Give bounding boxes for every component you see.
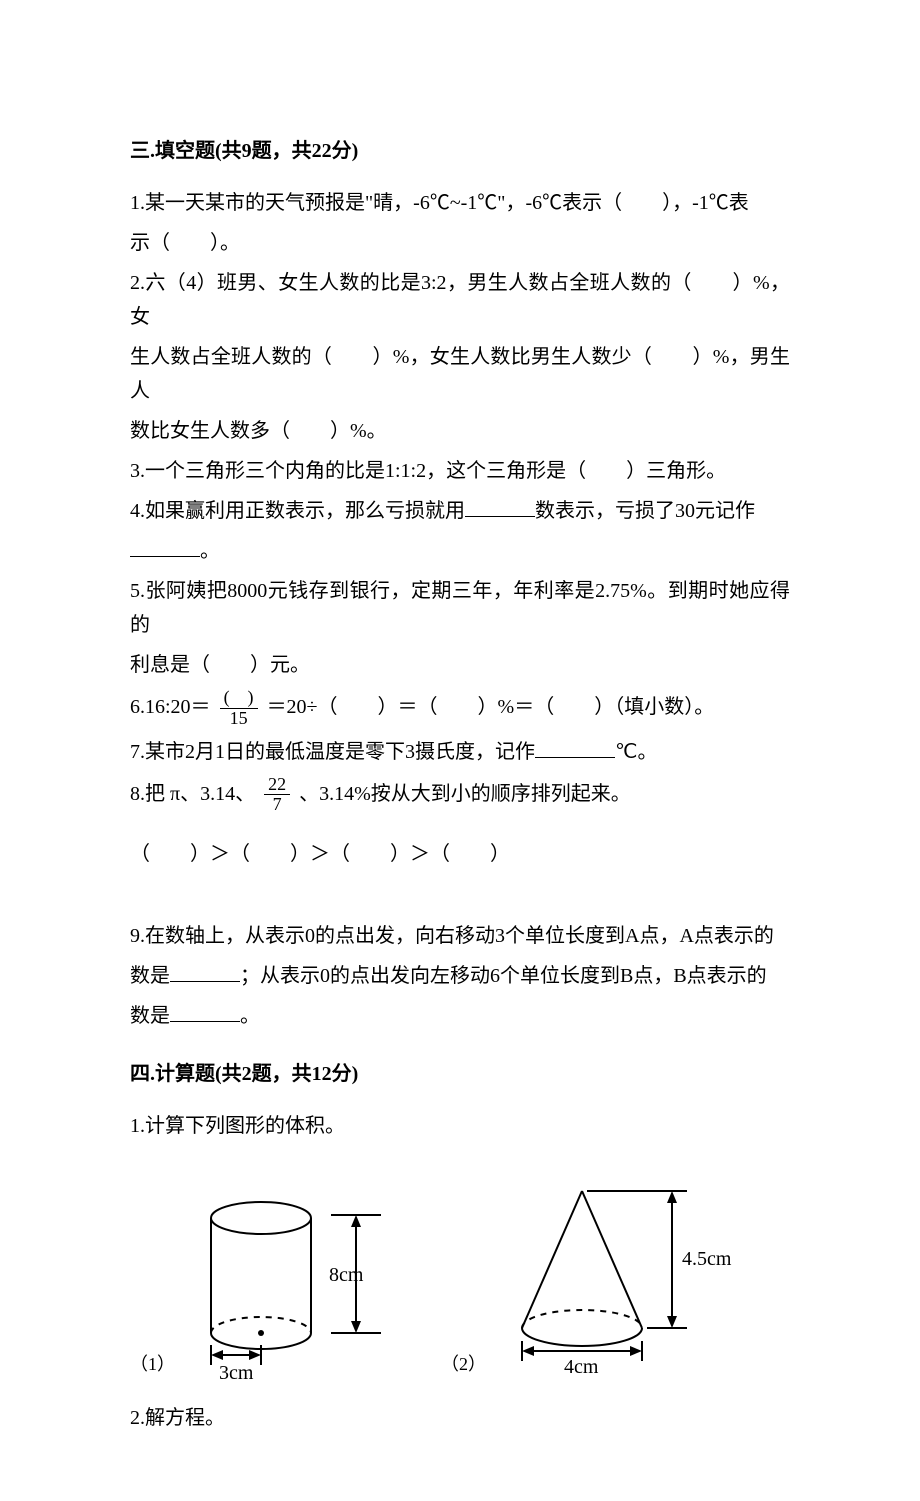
cone-diameter-label: 4cm — [564, 1356, 599, 1378]
q3-9-text-c: ；从表示0的点出发向左移动6个单位长度到B点，B点表示的 — [240, 965, 767, 987]
q3-6-text-a: 6.16:20＝ — [130, 696, 211, 718]
cylinder-diagram: 8cm 3cm — [181, 1183, 401, 1383]
q3-5-line2: 利息是（ ）元。 — [130, 648, 790, 682]
figure-2-wrap: （2） 4.5cm 4cm — [441, 1173, 742, 1383]
fraction-denominator: 7 — [264, 795, 290, 815]
q4-1: 1.计算下列图形的体积。 — [130, 1109, 790, 1143]
section-3-heading: 三.填空题(共9题，共22分) — [130, 134, 790, 168]
q3-4-line1: 4.如果赢利用正数表示，那么亏损就用 数表示，亏损了30元记作 — [130, 494, 790, 528]
q3-4-text-c: 。 — [200, 540, 220, 562]
blank — [465, 496, 535, 517]
blank — [535, 737, 615, 758]
blank — [170, 1001, 240, 1022]
figure-2-number: （2） — [441, 1349, 486, 1380]
fraction: ( ) 15 — [220, 688, 258, 729]
figure-1-number: （1） — [130, 1349, 175, 1380]
q3-2-line3: 数比女生人数多（ ）%。 — [130, 414, 790, 448]
q3-1-line1: 1.某一天某市的天气预报是"晴，-6℃~-1℃"，-6℃表示（ ），-1℃表 — [130, 186, 790, 220]
q3-6-text-b: ＝20÷（ ）＝（ ）%＝（ ）（填小数）。 — [267, 696, 715, 718]
q3-9-line3: 数是 。 — [130, 999, 790, 1033]
blank — [170, 961, 240, 982]
figure-1-wrap: （1） 8cm 3cm — [130, 1183, 401, 1383]
q3-4-text-b: 数表示，亏损了30元记作 — [535, 500, 755, 522]
cylinder-radius-label: 3cm — [219, 1362, 254, 1383]
cone-diagram: 4.5cm 4cm — [492, 1173, 742, 1383]
q3-4-text-a: 4.如果赢利用正数表示，那么亏损就用 — [130, 500, 465, 522]
q3-9-text-e: 。 — [240, 1005, 260, 1027]
q3-8-text-b: 、3.14%按从大到小的顺序排列起来。 — [299, 782, 631, 804]
fraction-numerator: ( ) — [220, 688, 258, 709]
q4-2: 2.解方程。 — [130, 1401, 790, 1435]
cone-height-label: 4.5cm — [682, 1248, 732, 1270]
q3-7-text-b: ℃。 — [615, 741, 657, 763]
fraction-denominator: 15 — [220, 709, 258, 729]
q3-2-line1: 2.六（4）班男、女生人数的比是3:2，男生人数占全班人数的（ ）%，女 — [130, 266, 790, 334]
q3-4-line2: 。 — [130, 534, 790, 568]
q3-8-text-a: 8.把 π、3.14、 — [130, 782, 255, 804]
q3-3: 3.一个三角形三个内角的比是1:1:2，这个三角形是（ ）三角形。 — [130, 454, 790, 488]
q3-8: 8.把 π、3.14、 22 7 、3.14%按从大到小的顺序排列起来。 — [130, 775, 790, 816]
blank — [130, 536, 200, 557]
q3-8-compare: （ ）＞（ ）＞（ ）＞（ ） — [130, 837, 790, 871]
fraction: 22 7 — [264, 775, 290, 816]
q3-9-text-b: 数是 — [130, 965, 170, 987]
q3-5-line1: 5.张阿姨把8000元钱存到银行，定期三年，年利率是2.75%。到期时她应得的 — [130, 574, 790, 642]
q3-9-line1: 9.在数轴上，从表示0的点出发，向右移动3个单位长度到A点，A点表示的 — [130, 919, 790, 953]
q3-9-text-d: 数是 — [130, 1005, 170, 1027]
section-4-heading: 四.计算题(共2题，共12分) — [130, 1057, 790, 1091]
q3-9-line2: 数是 ；从表示0的点出发向左移动6个单位长度到B点，B点表示的 — [130, 959, 790, 993]
q3-2-line2: 生人数占全班人数的（ ）%，女生人数比男生人数少（ ）%，男生人 — [130, 340, 790, 408]
cylinder-height-label: 8cm — [329, 1264, 364, 1286]
figures-row: （1） 8cm 3cm — [130, 1173, 790, 1383]
q3-7: 7.某市2月1日的最低温度是零下3摄氏度，记作 ℃。 — [130, 735, 790, 769]
q3-1-line2: 示（ ）。 — [130, 226, 790, 260]
q3-6: 6.16:20＝ ( ) 15 ＝20÷（ ）＝（ ）%＝（ ）（填小数）。 — [130, 688, 790, 729]
fraction-numerator: 22 — [264, 775, 290, 796]
q3-7-text-a: 7.某市2月1日的最低温度是零下3摄氏度，记作 — [130, 741, 535, 763]
